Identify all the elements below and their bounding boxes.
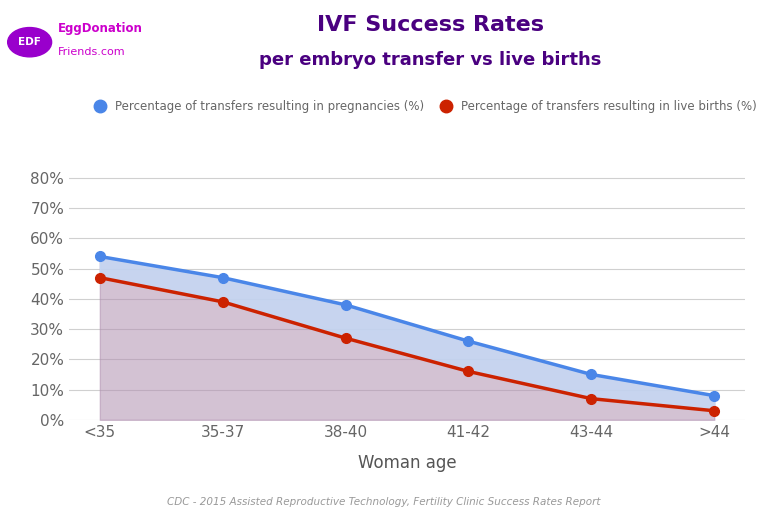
- Percentage of transfers resulting in pregnancies (%): [95, 253, 104, 260]
- Line: Percentage of transfers resulting in pregnancies (%): Percentage of transfers resulting in pre…: [95, 251, 719, 400]
- Text: CDC - 2015 Assisted Reproductive Technology, Fertility Clinic Success Rates Repo: CDC - 2015 Assisted Reproductive Technol…: [167, 497, 601, 507]
- Text: EDF: EDF: [18, 37, 41, 47]
- Percentage of transfers resulting in live births (%): [218, 299, 227, 305]
- Line: Percentage of transfers resulting in live births (%): Percentage of transfers resulting in liv…: [95, 273, 719, 416]
- X-axis label: Woman age: Woman age: [358, 454, 456, 472]
- Percentage of transfers resulting in live births (%): [587, 396, 596, 402]
- Text: Friends.com: Friends.com: [58, 47, 125, 56]
- Percentage of transfers resulting in pregnancies (%): [218, 274, 227, 281]
- Percentage of transfers resulting in live births (%): [710, 408, 719, 414]
- Percentage of transfers resulting in pregnancies (%): [341, 302, 350, 308]
- Percentage of transfers resulting in pregnancies (%): [710, 393, 719, 399]
- Percentage of transfers resulting in pregnancies (%): [464, 338, 473, 344]
- Text: EggDonation: EggDonation: [58, 23, 143, 35]
- Percentage of transfers resulting in live births (%): [464, 368, 473, 374]
- Percentage of transfers resulting in live births (%): [341, 335, 350, 341]
- Text: per embryo transfer vs live births: per embryo transfer vs live births: [259, 51, 601, 69]
- Legend: Percentage of transfers resulting in pregnancies (%), Percentage of transfers re: Percentage of transfers resulting in pre…: [84, 96, 761, 118]
- Circle shape: [8, 28, 51, 57]
- Percentage of transfers resulting in pregnancies (%): [587, 371, 596, 377]
- Text: IVF Success Rates: IVF Success Rates: [316, 15, 544, 35]
- Percentage of transfers resulting in live births (%): [95, 274, 104, 281]
